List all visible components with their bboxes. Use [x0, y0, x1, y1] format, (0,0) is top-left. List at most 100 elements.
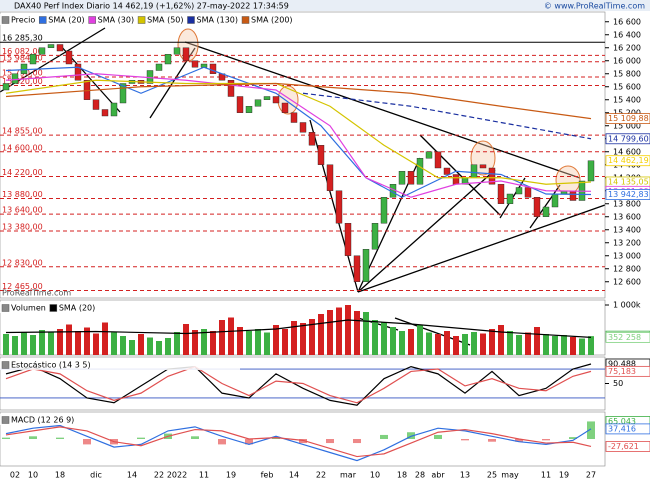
volume-bar — [354, 311, 360, 355]
y-tick-label: 16 000 — [613, 56, 641, 65]
x-tick-label: 19 — [226, 471, 236, 480]
candle — [317, 145, 325, 165]
value-tag-label: 75,183 — [608, 367, 636, 376]
legend-label: SMA (200) — [251, 16, 293, 25]
series-line — [5, 319, 592, 338]
candle — [101, 109, 109, 117]
volume-bar — [66, 324, 72, 355]
histogram-bar — [218, 439, 226, 445]
volume-bar — [300, 323, 306, 355]
x-tick-label: 22 — [316, 471, 326, 480]
value-tag — [605, 189, 650, 200]
y-tick-label: 13 200 — [613, 238, 641, 247]
value-tag — [605, 423, 650, 435]
volume-bar — [336, 307, 342, 355]
candle — [515, 187, 523, 195]
series-line — [5, 365, 592, 404]
histogram-bar — [326, 439, 334, 444]
legend-label: SMA (20) — [48, 16, 84, 25]
level-label: 16 285,30 — [2, 34, 43, 43]
candle — [569, 190, 577, 201]
volume-bar — [543, 334, 549, 355]
level-label: 15 620,00 — [2, 77, 43, 86]
candle — [542, 206, 550, 217]
y-tick-label: 15 600 — [613, 82, 641, 91]
candle — [443, 167, 451, 175]
x-tick-label: abr — [431, 471, 445, 480]
candle — [371, 223, 379, 250]
level-label: 12 830,00 — [2, 258, 43, 267]
candle — [470, 164, 478, 178]
volume-bar — [228, 317, 234, 355]
value-tag — [605, 441, 650, 452]
volume-bar — [552, 336, 558, 355]
y-tick-label: 12 800 — [613, 264, 641, 273]
volume-bar — [201, 329, 207, 355]
candle — [353, 255, 361, 282]
volume-bar — [129, 340, 135, 355]
candle — [344, 223, 352, 256]
trendlines — [0, 27, 606, 346]
y-tick-label: 13 600 — [613, 212, 641, 221]
y-tick-label: 12 600 — [613, 277, 641, 286]
legend-swatch — [1, 16, 10, 24]
volume-bar — [588, 336, 594, 355]
volume-bar — [210, 331, 216, 355]
value-tag — [605, 365, 650, 377]
candle — [326, 164, 334, 191]
x-tick-label: feb — [261, 471, 274, 480]
level-label: 14 600,00 — [2, 143, 43, 152]
y-tick-label: 15 800 — [613, 69, 641, 78]
x-tick-label: 13 — [460, 471, 470, 480]
x-tick-label: mar — [340, 471, 357, 480]
volume-bar — [84, 327, 90, 355]
y-tick-label: 13 400 — [613, 225, 641, 234]
value-tag-label: 13 942,83 — [608, 190, 649, 199]
candle — [110, 102, 118, 117]
series-line — [5, 363, 592, 406]
value-tag-label: 14 135,05 — [608, 177, 649, 186]
volume-bar — [453, 336, 459, 355]
y-tick-label: 16 400 — [613, 30, 641, 39]
volume-bar — [363, 312, 369, 355]
volume-bar — [237, 327, 243, 355]
volume-bar — [480, 333, 486, 355]
x-tick-label: 11 — [541, 471, 551, 480]
candle — [416, 158, 424, 185]
legend-swatch — [49, 304, 58, 312]
candle — [38, 47, 46, 55]
header-bar — [0, 0, 650, 11]
legend-swatch — [88, 16, 96, 24]
volume-bar — [561, 335, 567, 355]
volume-bar — [417, 325, 423, 355]
x-tick-label: 11 — [199, 471, 209, 480]
level-label: 15 984,00 — [2, 53, 43, 62]
x-tick-label: 22 — [154, 471, 164, 480]
legend-swatch — [1, 361, 10, 369]
candle — [425, 151, 433, 159]
series-line — [5, 426, 592, 458]
volume-bar — [426, 332, 432, 355]
candle — [281, 102, 289, 113]
candle — [254, 99, 262, 107]
value-tag-label: -27,621 — [608, 442, 639, 451]
level-label: 12 465,00 — [2, 282, 43, 291]
candle — [488, 167, 496, 185]
candle — [92, 99, 100, 110]
histogram-bar — [434, 434, 442, 439]
volume-bar — [525, 332, 531, 355]
volume-bar — [444, 331, 450, 355]
level-label: 13 880,00 — [2, 190, 43, 199]
candle — [29, 54, 37, 65]
legend-bg — [0, 414, 240, 425]
value-tag-label: 352 258 — [608, 333, 641, 342]
value-tag-label: 90,488 — [608, 359, 636, 368]
volume-bar — [12, 336, 18, 355]
legend-swatch — [38, 16, 47, 24]
candle — [362, 249, 370, 282]
x-tick-label: dic — [90, 471, 102, 480]
value-tag — [605, 113, 650, 125]
value-tag-label: 15 109,88 — [608, 114, 649, 123]
